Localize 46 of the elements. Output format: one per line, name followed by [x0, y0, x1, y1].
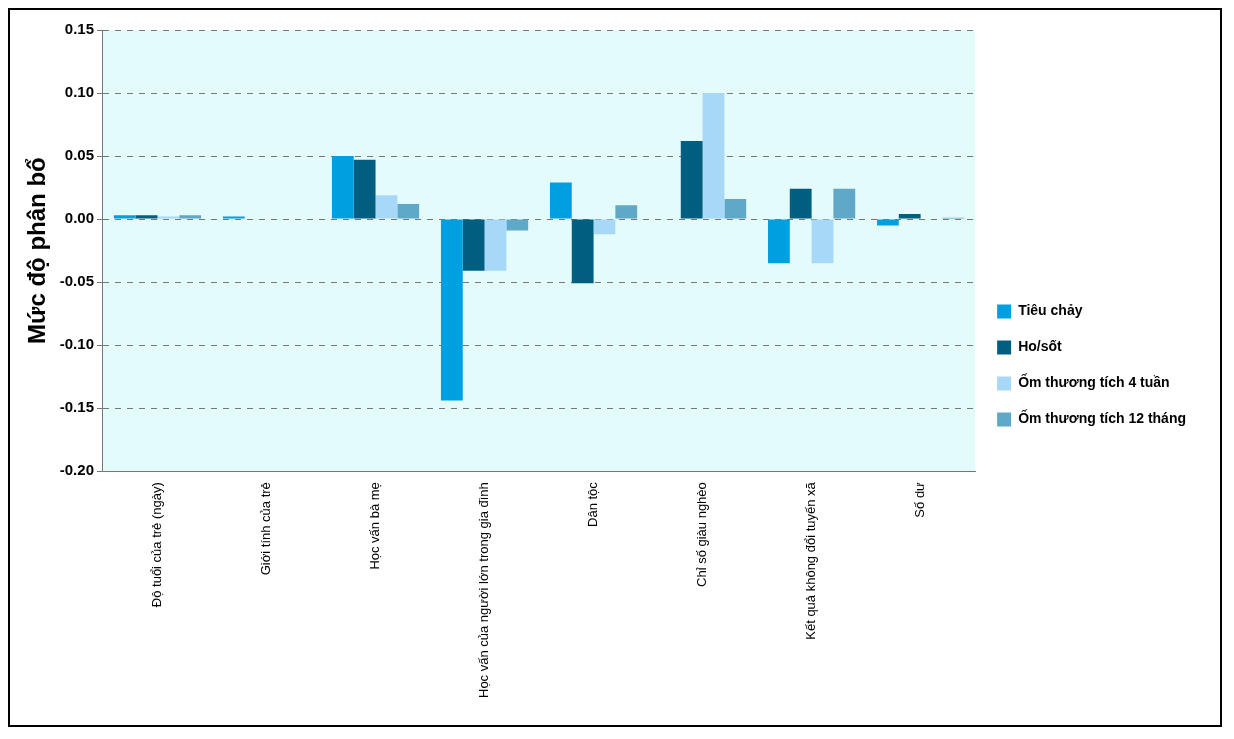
bar: [898, 214, 921, 219]
bar: [157, 216, 180, 219]
bar: [615, 205, 638, 219]
bar: [222, 216, 245, 219]
x-tick-label: Dân tộc: [585, 481, 601, 527]
y-tick-label: -0.15: [59, 398, 94, 416]
bar: [353, 159, 376, 219]
x-tick-label: Giới tính của trẻ: [258, 482, 274, 576]
bar: [549, 182, 572, 219]
bar: [680, 140, 703, 219]
bar: [375, 195, 398, 219]
x-tick-label: Chỉ số giàu nghèo: [694, 482, 710, 587]
y-tick-label: 0.05: [64, 146, 94, 164]
y-tick-label: 0.10: [64, 83, 94, 101]
bar: [179, 215, 202, 219]
bar: [135, 215, 158, 219]
x-tick-label: Số dư: [912, 481, 928, 518]
legend-label: Ốm thương tích 4 tuần: [1018, 373, 1170, 391]
bar: [593, 219, 616, 235]
bar: [331, 156, 354, 219]
x-tick-label: Học vấn bà mẹ: [367, 482, 383, 570]
legend-label: Ốm thương tích 12 tháng: [1018, 409, 1186, 427]
bar: [462, 219, 485, 271]
bar: [440, 219, 463, 401]
x-tick-label: Kết quả không đổi tuyến xã: [803, 481, 819, 640]
y-tick-label: -0.05: [59, 272, 94, 290]
x-tick-label: Học vấn của người lớn trong gia đình: [476, 482, 492, 699]
y-tick-label: -0.10: [59, 335, 94, 353]
bar: [506, 219, 529, 231]
bar: [833, 188, 856, 219]
legend-label: Tiêu chảy: [1018, 302, 1083, 319]
bar: [789, 188, 812, 219]
y-tick-label: 0.15: [64, 20, 94, 38]
bar: [484, 219, 507, 271]
bar: [702, 93, 725, 219]
bar: [724, 198, 747, 219]
bar: [397, 203, 420, 219]
x-tick-label: Độ tuổi của trẻ (ngày): [149, 482, 165, 608]
y-axis-title: Mức độ phân bổ: [23, 157, 51, 344]
bar: [811, 219, 834, 264]
legend-label: Ho/sốt: [1018, 338, 1063, 355]
bar: [113, 215, 136, 219]
bar: [768, 219, 790, 264]
bar: [571, 219, 594, 284]
y-tick-label: 0.00: [64, 209, 94, 227]
y-tick-label: -0.20: [59, 461, 94, 479]
